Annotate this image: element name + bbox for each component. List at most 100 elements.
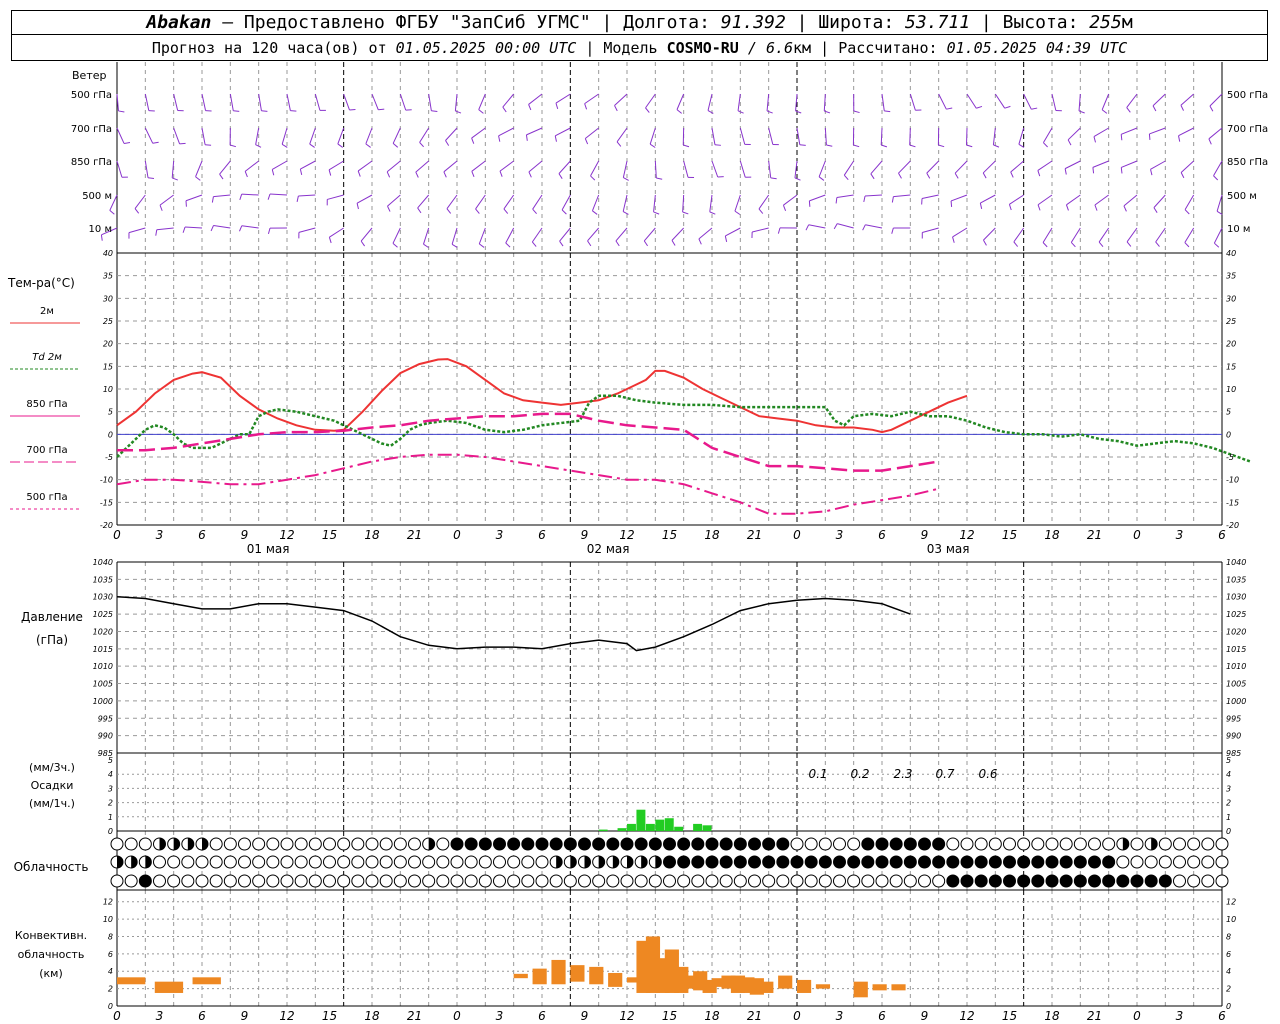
wind-barb bbox=[1092, 160, 1109, 168]
cloud-symbol bbox=[337, 855, 351, 869]
calc-time: 01.05.2025 04:39 UTC bbox=[946, 39, 1128, 57]
ytick-label-left: 5 bbox=[108, 408, 113, 417]
bottom-xtick-label: 3 bbox=[836, 1009, 844, 1023]
precip-total-4: 0.6 bbox=[978, 767, 997, 781]
cloud-symbol bbox=[875, 855, 889, 869]
wind-barb-feather bbox=[1213, 175, 1219, 181]
cloud-symbol bbox=[563, 874, 577, 888]
ytick-label-right: 5 bbox=[1226, 756, 1231, 765]
cloud-symbol bbox=[1144, 855, 1158, 869]
bottom-xtick-label: 21 bbox=[1087, 1009, 1102, 1023]
ytick-label-right: 1000 bbox=[1226, 697, 1246, 706]
wind-barb-feather bbox=[328, 237, 332, 244]
wind-barb bbox=[1064, 160, 1081, 170]
cloud-symbol bbox=[1059, 855, 1073, 869]
cloud-symbol bbox=[365, 855, 379, 869]
wind-barb bbox=[584, 93, 599, 105]
bottom-xtick-label: 12 bbox=[959, 1009, 974, 1023]
wind-barb-feather bbox=[356, 203, 359, 210]
wind-barb-feather bbox=[1216, 210, 1223, 215]
cloud-symbol bbox=[167, 874, 181, 888]
cloud-symbol bbox=[266, 874, 280, 888]
xtick-label: 3 bbox=[496, 528, 504, 542]
wind-barb-feather bbox=[1064, 168, 1067, 175]
bottom-xtick-label: 21 bbox=[747, 1009, 762, 1023]
title-bar: Abakan — Предоставлено ФГБУ "ЗапСиб УГМС… bbox=[11, 10, 1268, 35]
wind-barb bbox=[109, 194, 118, 211]
wind-barb-feather bbox=[118, 110, 125, 113]
wind-barb bbox=[531, 227, 543, 243]
wind-barb-feather bbox=[707, 110, 714, 114]
wind-barb bbox=[360, 227, 373, 242]
wind-barb-feather bbox=[1010, 171, 1014, 178]
cloud-symbol bbox=[946, 874, 960, 888]
longitude-label: Долгота: bbox=[623, 12, 710, 33]
cloud-symbol bbox=[436, 855, 450, 869]
wind-barb bbox=[159, 194, 174, 206]
wind-barb bbox=[475, 194, 486, 210]
wind-barb-feather bbox=[826, 144, 833, 147]
wind-barb-feather bbox=[365, 143, 371, 148]
wind-barb bbox=[446, 194, 458, 210]
cloud-symbol bbox=[677, 874, 691, 888]
wind-barb-feather bbox=[724, 235, 728, 242]
wind-barb bbox=[156, 227, 174, 231]
cloud-symbol bbox=[1003, 874, 1016, 888]
ytick-label-left: 1000 bbox=[93, 697, 113, 706]
model-resolution: 6.6 bbox=[765, 39, 794, 57]
wind-level-label-left: 850 гПа bbox=[71, 157, 112, 168]
wind-barb-feather bbox=[309, 143, 315, 148]
wind-barb-feather bbox=[863, 195, 866, 203]
pressure-unit: (гПа) bbox=[36, 633, 68, 647]
wind-barb bbox=[1209, 93, 1223, 107]
wind-barb-feather bbox=[1031, 107, 1038, 110]
cloud-symbol bbox=[422, 874, 436, 888]
wind-barb-feather bbox=[475, 208, 480, 214]
wind-barb-feather bbox=[100, 234, 103, 241]
wind-barb-feather bbox=[271, 169, 275, 176]
wind-barb-feather bbox=[554, 135, 557, 142]
ytick-label-right: -20 bbox=[1226, 521, 1239, 530]
cloud-symbol bbox=[634, 837, 648, 851]
cloud-symbol bbox=[634, 874, 648, 888]
cloud-symbol bbox=[138, 874, 152, 888]
cloud-symbol bbox=[507, 855, 521, 869]
cloud-symbol bbox=[847, 837, 861, 851]
convective-bar bbox=[759, 981, 774, 993]
ytick-label-right: -15 bbox=[1226, 498, 1239, 507]
cloud-symbol bbox=[918, 855, 931, 869]
temperature-panel bbox=[116, 358, 1251, 515]
cloud-symbol bbox=[393, 874, 407, 888]
wind-barb bbox=[711, 160, 719, 178]
latitude-value: 53.711 bbox=[905, 12, 971, 33]
cloud-symbol bbox=[1215, 855, 1229, 869]
wind-barb-feather bbox=[1101, 109, 1108, 114]
cloud-symbol bbox=[833, 855, 846, 869]
conv-unit: (км) bbox=[39, 967, 63, 980]
cloud-symbol bbox=[379, 855, 393, 869]
xtick-label: 12 bbox=[279, 528, 294, 542]
ytick-label-right: 985 bbox=[1226, 749, 1241, 758]
t2m-line bbox=[116, 358, 968, 434]
wind-barb bbox=[615, 227, 628, 242]
cloud-symbol bbox=[974, 874, 988, 888]
cloud-symbol bbox=[1158, 874, 1172, 888]
xtick-label: 12 bbox=[619, 528, 634, 542]
precipitation-panel bbox=[598, 809, 712, 831]
bottom-xtick-label: 12 bbox=[279, 1009, 294, 1023]
cloud-symbol bbox=[1017, 874, 1031, 888]
xtick-label: 15 bbox=[322, 528, 337, 542]
wind-barb-feather bbox=[938, 144, 945, 148]
ytick-label-left: 2 bbox=[108, 799, 113, 808]
cloud-symbol-half bbox=[1151, 838, 1158, 850]
wind-barb bbox=[1126, 227, 1138, 243]
wind-barb bbox=[184, 226, 203, 229]
wind-barb-feather bbox=[1037, 204, 1041, 211]
wind-barb-feather bbox=[853, 144, 860, 148]
convective-bar bbox=[551, 959, 566, 985]
wind-barb-feather bbox=[622, 211, 629, 215]
wind-barb-feather bbox=[616, 141, 622, 147]
cloud-symbol-half bbox=[159, 838, 166, 850]
wind-barb-feather bbox=[423, 243, 429, 248]
cloud-symbol bbox=[748, 837, 761, 851]
